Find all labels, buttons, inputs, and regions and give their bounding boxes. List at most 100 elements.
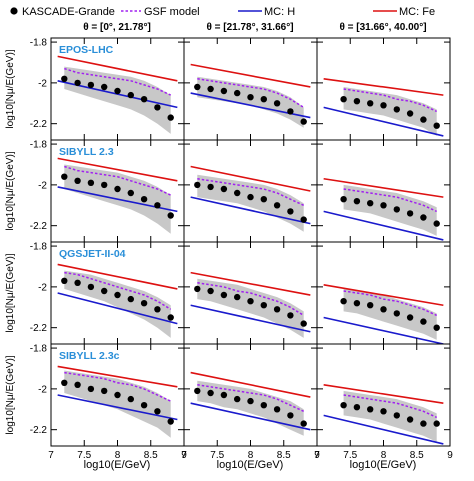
data-point <box>433 122 440 129</box>
data-point <box>367 302 374 309</box>
data-point <box>340 298 347 305</box>
data-point <box>406 416 414 423</box>
mc-h-line <box>190 196 311 225</box>
data-point <box>406 210 414 217</box>
data-point <box>380 102 387 109</box>
y-axis-label: log10[Nμ/E(GeV)] <box>5 355 16 434</box>
panel-3-1: -1.8 -2 -2.2 QGSJET-II-04 <box>30 241 185 345</box>
gsf-model-line <box>197 78 305 109</box>
data-point <box>114 291 121 299</box>
mc-h-line <box>323 316 444 344</box>
legend-data-label: KASCADE-Grande <box>22 6 115 18</box>
data-point <box>114 391 121 399</box>
mc-h-line <box>323 106 444 137</box>
data-point <box>260 302 267 309</box>
data-point <box>207 183 214 191</box>
legend: KASCADE-Grande GSF model MC: H MC: Fe <box>10 6 435 18</box>
data-point <box>380 306 387 313</box>
data-point <box>234 89 241 97</box>
data-point <box>140 300 148 307</box>
model-label: SIBYLL 2.3 <box>59 146 114 158</box>
x-tick-label: 7 <box>48 450 54 461</box>
data-point <box>260 402 267 409</box>
systematic-band <box>64 270 171 338</box>
data-point <box>420 116 427 123</box>
data-point <box>74 279 81 286</box>
x-tick-label: 8 <box>381 450 387 461</box>
mc-h-line <box>57 292 178 325</box>
data-point <box>127 295 134 303</box>
data-point <box>101 181 108 189</box>
data-point <box>154 104 161 111</box>
data-point <box>101 287 108 295</box>
data-point <box>287 412 294 419</box>
data-point <box>380 202 387 209</box>
gsf-model-line <box>197 282 305 317</box>
x-tick-label: 9 <box>314 450 320 461</box>
gsf-model-line <box>64 371 172 402</box>
panel-4-2: 7 7.5 8 8.5 9 <box>181 343 320 461</box>
data-point <box>194 181 201 189</box>
data-point <box>167 212 174 219</box>
systematic-band <box>197 278 304 338</box>
panel-plot-area <box>323 284 444 344</box>
data-point <box>433 324 440 331</box>
data-point <box>207 287 214 295</box>
data-point <box>101 387 108 395</box>
data-point <box>220 185 228 193</box>
data-point <box>140 196 148 203</box>
gsf-model-line <box>343 88 438 113</box>
data-point <box>300 420 307 427</box>
y-axis-labels: log10[Nμ/E(GeV)] log10[Nμ/E(GeV)] log10[Nμ… <box>5 49 16 434</box>
data-point <box>393 310 400 317</box>
panel-plot-area <box>190 63 311 128</box>
y-tick-label: -2.2 <box>30 119 48 130</box>
x-tick-label: 8.5 <box>410 450 424 461</box>
panel-plot-area <box>323 78 444 137</box>
model-label: EPOS-LHC <box>59 44 114 56</box>
panel-plot-area <box>323 384 444 445</box>
data-point <box>353 98 361 105</box>
x-tick-label: 7 <box>314 450 320 461</box>
y-tick-label: -1.8 <box>30 242 48 253</box>
data-point <box>61 173 68 180</box>
legend-data-marker <box>10 7 18 15</box>
data-point <box>340 402 347 409</box>
legend-fe-label: MC: Fe <box>399 6 435 18</box>
y-tick-label: -2 <box>38 282 47 293</box>
mc-fe-line <box>190 165 311 192</box>
systematic-band <box>64 370 171 438</box>
mc-fe-line <box>323 78 444 96</box>
data-point <box>273 306 281 313</box>
data-point <box>300 216 307 223</box>
data-point <box>353 300 361 307</box>
systematic-band <box>343 87 437 136</box>
data-point <box>220 391 228 399</box>
data-point <box>167 114 174 121</box>
mc-fe-line <box>57 365 178 388</box>
data-point <box>234 189 241 197</box>
mc-fe-line <box>57 157 178 182</box>
data-point <box>154 408 161 415</box>
panel-1-1: -1.8 -2 -2.2 EPOS-LHC <box>30 37 185 141</box>
data-point <box>247 94 254 101</box>
data-point <box>340 196 347 203</box>
panel-plot-area <box>323 177 444 241</box>
y-tick-label: -1.8 <box>30 140 48 151</box>
x-tick-label: 7 <box>181 450 187 461</box>
data-point <box>127 91 134 99</box>
data-point <box>420 214 427 221</box>
zenith-bin-1: θ = [0°, 21.78°] <box>83 22 151 33</box>
data-point <box>433 420 440 427</box>
y-tick-label: -2.2 <box>30 425 48 436</box>
x-tick-label: 7.5 <box>343 450 357 461</box>
data-point <box>167 314 174 321</box>
y-tick-label: -2.2 <box>30 323 48 334</box>
panel-1-2 <box>183 37 318 141</box>
data-point <box>380 408 387 415</box>
data-point <box>420 420 427 427</box>
data-point <box>127 395 134 403</box>
gsf-model-line <box>197 178 305 206</box>
mc-h-line <box>190 304 311 333</box>
